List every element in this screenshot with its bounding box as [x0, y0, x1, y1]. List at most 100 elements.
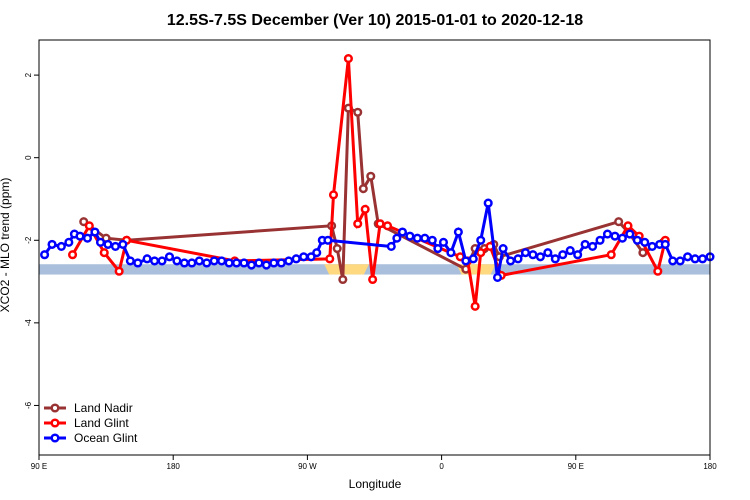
- data-point-ocean-glint: [224, 258, 234, 268]
- data-point-ocean-glint: [397, 227, 408, 237]
- legend-label-ocean-glint: Ocean Glint: [74, 431, 138, 445]
- legend-label-land-glint: Land Glint: [74, 416, 129, 430]
- data-point-land-glint: [623, 221, 633, 231]
- data-point-ocean-glint: [476, 235, 486, 245]
- data-point-ocean-glint: [520, 248, 531, 258]
- data-point-ocean-glint: [558, 250, 568, 260]
- x-tick-label: 90 E: [31, 462, 47, 471]
- data-point-ocean-glint: [386, 241, 396, 252]
- data-point-ocean-glint: [438, 237, 449, 247]
- data-point-ocean-glint: [595, 235, 605, 245]
- data-point-land-glint: [360, 204, 370, 214]
- data-point-ocean-glint: [187, 258, 197, 268]
- data-point-land-glint: [353, 219, 363, 229]
- data-point-ocean-glint: [543, 248, 553, 258]
- data-point-ocean-glint: [617, 233, 627, 243]
- data-point-land-glint: [375, 219, 385, 229]
- data-point-ocean-glint: [118, 239, 128, 249]
- data-point-ocean-glint: [427, 235, 437, 245]
- data-point-ocean-glint: [47, 239, 57, 249]
- data-point-land-glint: [114, 266, 124, 276]
- data-point-ocean-glint: [291, 254, 301, 264]
- land-patch: [324, 264, 369, 275]
- data-point-ocean-glint: [103, 239, 113, 249]
- data-point-ocean-glint: [157, 256, 167, 266]
- data-point-ocean-glint: [179, 258, 189, 268]
- data-point-land-glint: [382, 221, 393, 231]
- x-tick-label: 180: [167, 462, 181, 471]
- data-point-land-glint: [470, 301, 480, 311]
- data-point-ocean-glint: [580, 239, 590, 249]
- data-point-ocean-glint: [498, 243, 508, 254]
- chart-title: 12.5S-7.5S December (Ver 10) 2015-01-01 …: [167, 12, 583, 29]
- data-point-ocean-glint: [125, 256, 135, 266]
- y-tick-label: -2: [24, 236, 33, 244]
- data-point-ocean-glint: [64, 237, 74, 247]
- data-point-ocean-glint: [82, 233, 93, 243]
- data-point-ocean-glint: [254, 258, 264, 268]
- data-point-ocean-glint: [647, 241, 657, 252]
- data-point-ocean-glint: [95, 237, 106, 247]
- data-point-ocean-glint: [625, 229, 635, 239]
- data-point-ocean-glint: [164, 252, 175, 262]
- data-point-ocean-glint: [306, 252, 316, 262]
- data-point-ocean-glint: [133, 258, 143, 268]
- data-point-land-nadir: [366, 171, 376, 181]
- data-point-ocean-glint: [202, 258, 212, 268]
- data-point-ocean-glint: [392, 233, 402, 243]
- x-tick-label: 90 E: [568, 462, 584, 471]
- data-point-ocean-glint: [468, 254, 478, 264]
- data-point-ocean-glint: [513, 254, 523, 264]
- data-point-land-glint: [476, 248, 486, 258]
- data-point-ocean-glint: [528, 250, 538, 260]
- data-point-ocean-glint: [412, 233, 422, 243]
- y-tick-label: 2: [24, 72, 33, 77]
- data-point-land-glint: [325, 254, 335, 264]
- data-point-land-glint: [84, 221, 94, 231]
- data-point-ocean-glint: [668, 256, 678, 266]
- data-point-ocean-glint: [602, 229, 613, 239]
- data-point-ocean-glint: [194, 256, 204, 266]
- data-point-ocean-glint: [675, 256, 685, 266]
- data-point-ocean-glint: [506, 256, 516, 266]
- plot-frame: [38, 39, 711, 456]
- data-point-ocean-glint: [142, 254, 152, 264]
- y-tick-label: -4: [24, 319, 33, 327]
- data-point-ocean-glint: [276, 258, 286, 268]
- data-point-ocean-glint: [610, 231, 620, 241]
- legend-marker-ocean-glint: [50, 433, 60, 443]
- data-point-ocean-glint: [433, 243, 443, 254]
- data-point-ocean-glint: [492, 272, 503, 282]
- data-point-ocean-glint: [312, 248, 322, 258]
- data-point-ocean-glint: [573, 250, 583, 260]
- data-point-ocean-glint: [269, 258, 279, 268]
- data-point-ocean-glint: [550, 254, 560, 264]
- data-point-ocean-glint: [690, 254, 700, 264]
- data-point-land-nadir: [338, 274, 348, 285]
- data-point-land-nadir: [332, 243, 342, 254]
- data-point-land-glint: [606, 250, 616, 260]
- legend-marker-land-glint: [50, 418, 60, 428]
- data-point-land-nadir: [353, 107, 363, 117]
- data-point-ocean-glint: [632, 235, 642, 245]
- data-point-land-glint: [99, 248, 109, 258]
- data-point-land-nadir: [79, 217, 89, 227]
- data-point-ocean-glint: [261, 260, 271, 270]
- data-point-ocean-glint: [40, 250, 50, 260]
- data-point-land-glint: [653, 266, 663, 276]
- data-point-ocean-glint: [446, 248, 456, 258]
- data-point-ocean-glint: [150, 256, 160, 266]
- data-point-ocean-glint: [110, 241, 120, 252]
- x-tick-label: 0: [439, 462, 444, 471]
- legend-marker-land-nadir: [50, 403, 60, 413]
- data-point-ocean-glint: [217, 256, 227, 266]
- data-point-land-glint: [68, 250, 78, 260]
- data-point-ocean-glint: [246, 260, 257, 270]
- data-point-land-glint: [328, 190, 339, 200]
- y-tick-label: -6: [24, 401, 33, 409]
- x-axis-title: Longitude: [349, 477, 402, 491]
- data-point-ocean-glint: [299, 252, 309, 262]
- plot-area: 90 E 180 90 W 0 90 E 180 2 0 -2 -4 -6: [24, 39, 717, 471]
